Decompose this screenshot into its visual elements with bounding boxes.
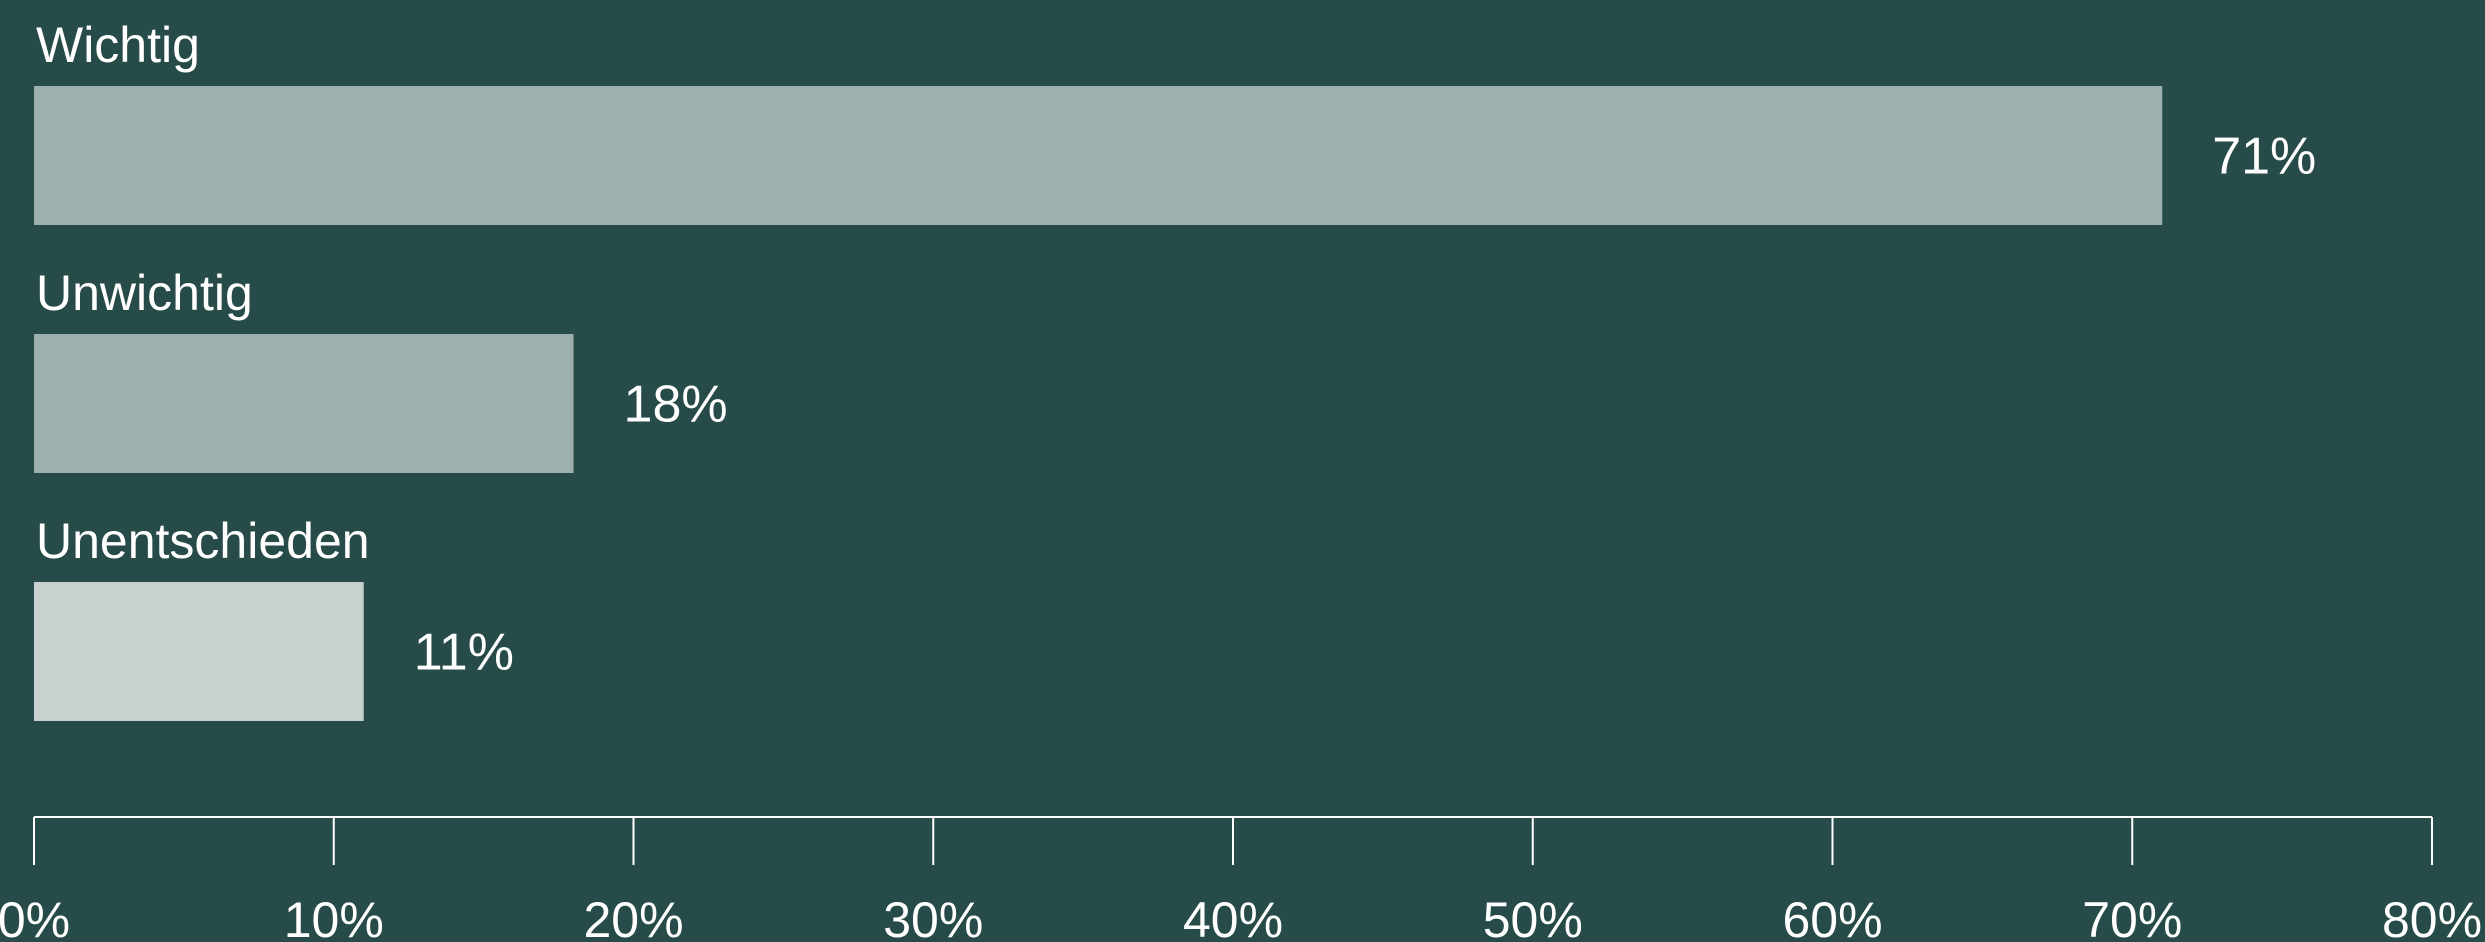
x-tick-label: 40%: [1183, 892, 1283, 942]
x-tick-label: 20%: [583, 892, 683, 942]
bar-group-0: Wichtig 71%: [34, 17, 2316, 225]
x-tick-label: 60%: [1782, 892, 1882, 942]
x-axis: 0% 10% 20% 30% 40% 50% 60% 70% 80%: [0, 816, 2482, 942]
value-label: 11%: [414, 624, 514, 682]
x-tick-label: 80%: [2382, 892, 2482, 942]
bar-group-2: Unentschieden 11%: [34, 513, 514, 721]
bar: [34, 86, 2163, 225]
x-tick-label: 70%: [2082, 892, 2182, 942]
x-tick-label: 10%: [284, 892, 384, 942]
value-label: 18%: [624, 376, 728, 434]
bar-group-1: Unwichtig 18%: [34, 265, 728, 473]
x-tick-label: 0%: [0, 892, 70, 942]
x-tick-label: 30%: [883, 892, 983, 942]
bars-layer: Wichtig 71% Unwichtig 18% Unentschieden 11%: [34, 17, 2316, 721]
bar: [34, 334, 574, 473]
category-label: Unwichtig: [36, 265, 253, 321]
category-label: Unentschieden: [36, 513, 370, 569]
x-tick-label: 50%: [1483, 892, 1583, 942]
bar: [34, 582, 364, 721]
value-label: 71%: [2212, 128, 2316, 186]
category-label: Wichtig: [36, 17, 200, 73]
